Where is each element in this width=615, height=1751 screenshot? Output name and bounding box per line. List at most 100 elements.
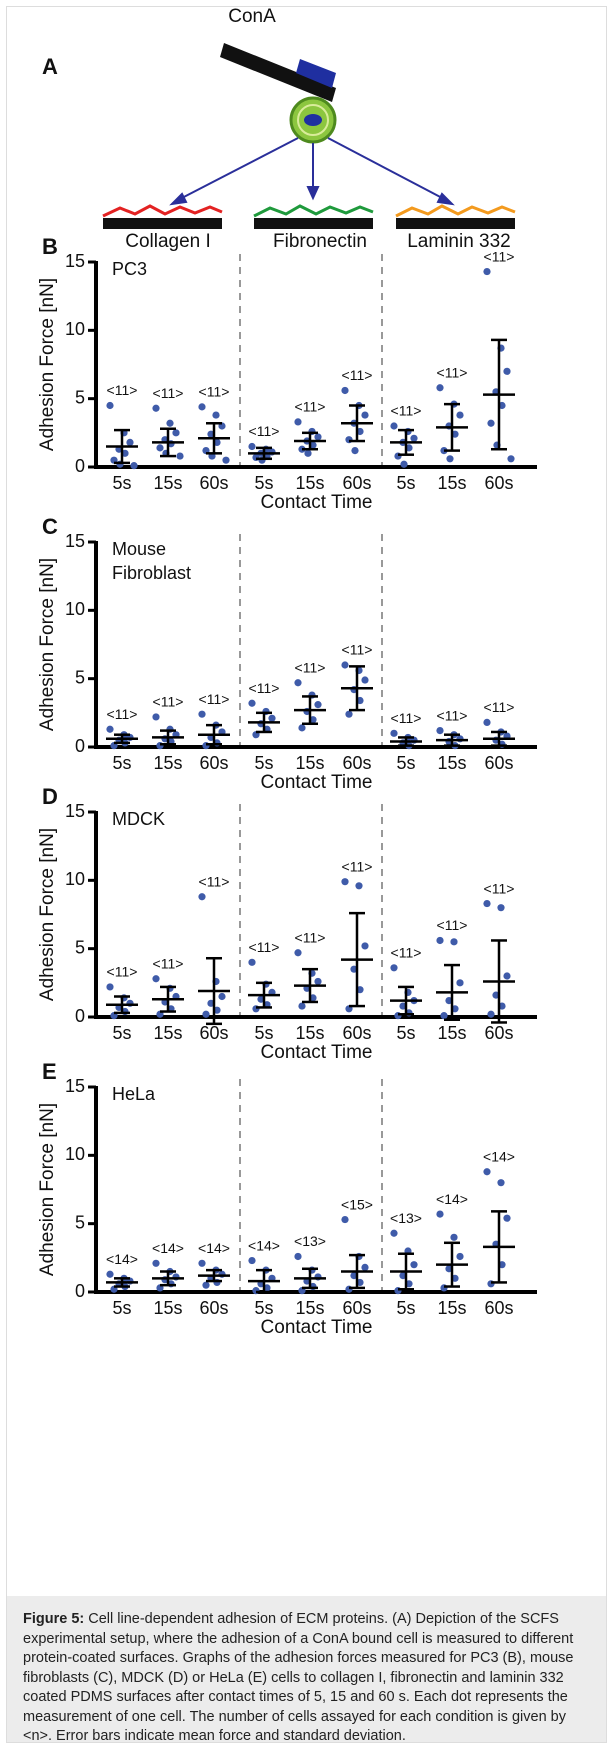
surfaces bbox=[102, 204, 516, 229]
data-point bbox=[361, 411, 369, 419]
data-point bbox=[198, 403, 206, 411]
data-point bbox=[487, 1010, 495, 1018]
x-tick-label: 15s bbox=[295, 1023, 324, 1043]
caption-text: Cell line-dependent adhesion of ECM prot… bbox=[23, 1611, 574, 1744]
data-point bbox=[361, 1263, 369, 1271]
y-tick-label: 10 bbox=[65, 1144, 85, 1164]
data-point bbox=[390, 1229, 398, 1237]
data-point bbox=[355, 882, 363, 890]
data-point bbox=[298, 724, 306, 732]
data-point bbox=[126, 438, 134, 446]
x-tick-label: 15s bbox=[437, 753, 466, 773]
data-point bbox=[440, 1012, 448, 1020]
panel-label: E bbox=[42, 1059, 57, 1084]
y-tick-label: 10 bbox=[65, 869, 85, 889]
data-point bbox=[497, 1179, 505, 1187]
data-point bbox=[390, 422, 398, 430]
n-label: <11> bbox=[249, 680, 280, 696]
x-axis-label: Contact Time bbox=[261, 1042, 373, 1063]
data-point bbox=[248, 442, 256, 451]
data-point bbox=[248, 958, 256, 966]
chart-title: MDCK bbox=[112, 809, 165, 829]
data-point bbox=[198, 710, 206, 718]
n-label: <11> bbox=[153, 385, 184, 401]
n-label: <11> bbox=[107, 964, 138, 980]
x-axis-label: Contact Time bbox=[261, 492, 373, 513]
data-point bbox=[314, 977, 322, 986]
n-label: <11> bbox=[437, 707, 468, 723]
data-point bbox=[436, 384, 444, 392]
data-point bbox=[198, 893, 206, 901]
data-point bbox=[248, 699, 256, 707]
x-tick-label: 5s bbox=[112, 753, 131, 773]
n-label: <11> bbox=[391, 403, 422, 419]
x-tick-label: 15s bbox=[153, 1298, 182, 1318]
y-tick-label: 5 bbox=[75, 1212, 85, 1232]
x-tick-label: 60s bbox=[342, 1298, 371, 1318]
n-label: <11> bbox=[199, 384, 230, 400]
x-tick-label: 60s bbox=[199, 1023, 228, 1043]
y-axis-label: Adhesion Force [nN] bbox=[37, 278, 58, 451]
data-point bbox=[400, 460, 408, 468]
data-point bbox=[503, 972, 511, 980]
x-tick-label: 5s bbox=[112, 473, 131, 493]
data-point bbox=[152, 975, 160, 983]
y-tick-label: 5 bbox=[75, 937, 85, 957]
x-tick-label: 15s bbox=[153, 1023, 182, 1043]
x-tick-label: 5s bbox=[396, 1298, 415, 1318]
n-label: <11> bbox=[437, 917, 468, 933]
n-label: <11> bbox=[391, 710, 422, 726]
data-point bbox=[341, 661, 349, 669]
caption-label: Figure 5: bbox=[23, 1611, 85, 1627]
n-label: <11> bbox=[295, 659, 326, 675]
arrows bbox=[169, 137, 455, 206]
data-point bbox=[202, 1281, 210, 1289]
chart-title: PC3 bbox=[112, 259, 147, 279]
cantilever bbox=[220, 43, 336, 102]
data-point bbox=[294, 418, 302, 426]
surface-label: Laminin 332 bbox=[407, 231, 511, 252]
data-point bbox=[156, 444, 164, 452]
data-point bbox=[222, 456, 230, 464]
data-point bbox=[294, 949, 302, 957]
chart-title: Mouse bbox=[112, 539, 166, 559]
data-point bbox=[345, 710, 353, 718]
caption: Figure 5: Cell line-dependent adhesion o… bbox=[7, 1596, 606, 1744]
x-tick-label: 60s bbox=[342, 473, 371, 493]
cell bbox=[289, 96, 337, 144]
panel-label: A bbox=[42, 54, 58, 79]
n-label: <11> bbox=[437, 364, 468, 380]
y-tick-label: 0 bbox=[75, 456, 85, 476]
y-axis-label: Adhesion Force [nN] bbox=[37, 828, 58, 1001]
data-point bbox=[314, 433, 322, 441]
figure: A ConA Collagen I Fibronectin Laminin 33… bbox=[37, 6, 537, 1338]
panel-label: C bbox=[42, 514, 58, 539]
n-label: <11> bbox=[249, 423, 280, 439]
data-point bbox=[152, 713, 160, 721]
n-label: <11> bbox=[484, 248, 515, 264]
x-tick-label: 15s bbox=[295, 473, 324, 493]
x-tick-label: 5s bbox=[254, 473, 273, 493]
data-point bbox=[390, 729, 398, 737]
data-point bbox=[172, 429, 180, 437]
data-point bbox=[351, 447, 359, 455]
x-tick-label: 60s bbox=[484, 473, 513, 493]
n-label: <11> bbox=[391, 945, 422, 961]
data-point bbox=[341, 878, 349, 886]
n-label: <15> bbox=[341, 1196, 373, 1212]
data-point bbox=[483, 1168, 491, 1176]
x-tick-label: 5s bbox=[396, 473, 415, 493]
data-point bbox=[166, 419, 174, 427]
data-point bbox=[456, 1252, 464, 1261]
x-tick-label: 5s bbox=[254, 1023, 273, 1043]
surface-label: Collagen I bbox=[125, 231, 211, 252]
data-point bbox=[198, 1259, 206, 1267]
x-tick-label: 60s bbox=[342, 1023, 371, 1043]
data-point bbox=[450, 1233, 458, 1241]
data-point bbox=[503, 1214, 511, 1222]
x-tick-label: 15s bbox=[437, 473, 466, 493]
data-point bbox=[341, 1215, 349, 1224]
x-tick-label: 5s bbox=[396, 753, 415, 773]
n-label: <11> bbox=[342, 367, 373, 383]
